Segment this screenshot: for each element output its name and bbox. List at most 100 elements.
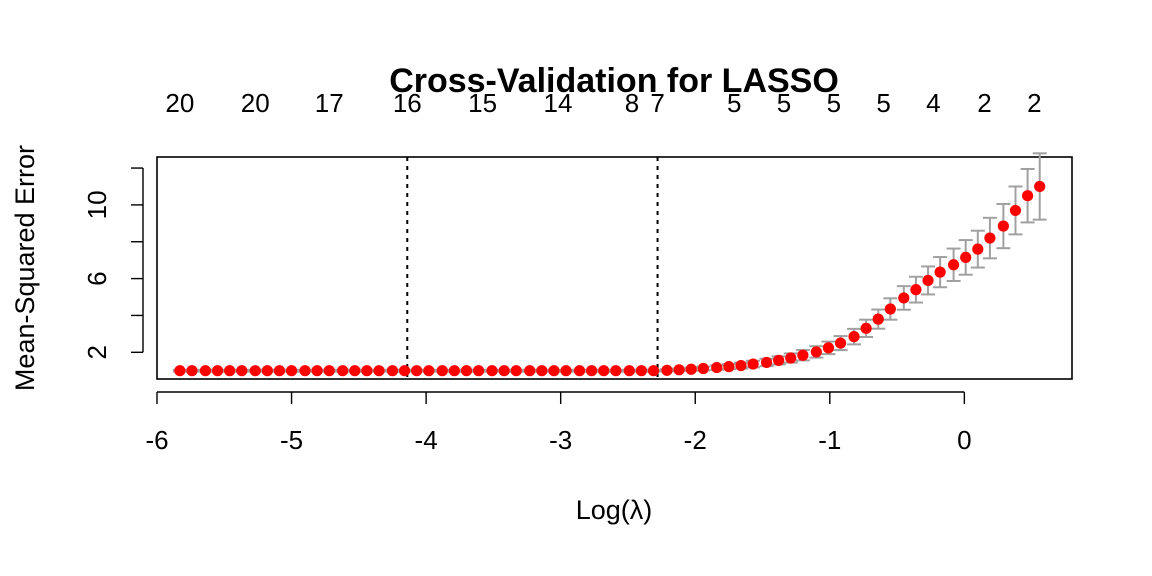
mse-point	[299, 365, 311, 377]
mse-point	[573, 365, 586, 377]
mse-point	[536, 365, 548, 377]
top-axis-label: 2	[1027, 88, 1041, 118]
mse-point	[273, 365, 286, 377]
mse-point	[460, 365, 473, 377]
mse-point	[337, 365, 349, 377]
x-tick-label: -4	[415, 425, 438, 455]
mse-points	[174, 180, 1046, 377]
mse-point	[934, 266, 946, 278]
mse-point	[249, 365, 261, 377]
top-axis-label: 17	[315, 88, 344, 118]
x-tick-label: -1	[818, 425, 841, 455]
mse-point	[1009, 204, 1022, 217]
mse-point	[984, 232, 996, 244]
mse-point	[723, 361, 735, 373]
mse-point	[510, 365, 522, 377]
mse-point	[910, 284, 922, 296]
mse-point	[822, 342, 835, 354]
mse-point	[735, 359, 747, 372]
top-axis-nonzero-counts: 20 20 17 16 15 14 8 7 5 5 5 5 4 2 2	[165, 88, 1041, 118]
mse-point	[373, 365, 385, 377]
y-tick-label: 10	[82, 190, 112, 219]
mse-point	[884, 303, 896, 315]
top-axis-label: 4	[926, 88, 940, 118]
top-axis-label: 20	[165, 88, 194, 118]
mse-point	[411, 365, 423, 377]
mse-point	[560, 365, 572, 377]
x-axis-label: Log(λ)	[576, 495, 653, 525]
mse-point	[436, 365, 448, 377]
mse-point	[635, 365, 648, 377]
mse-point	[797, 349, 809, 361]
mse-point	[199, 365, 212, 377]
mse-point	[747, 358, 759, 370]
mse-point	[423, 365, 435, 377]
top-axis-label: 8	[625, 88, 639, 118]
mse-point	[997, 220, 1009, 232]
mse-point	[398, 365, 411, 377]
mse-point	[386, 365, 399, 377]
mse-point	[947, 259, 960, 271]
mse-point	[598, 365, 610, 377]
mse-point	[697, 362, 709, 375]
y-tick-label: 2	[82, 345, 112, 359]
mse-point	[848, 331, 860, 343]
mse-point	[486, 365, 498, 377]
mse-point	[872, 313, 884, 325]
mse-point	[673, 364, 685, 376]
top-axis-label: 15	[468, 88, 497, 118]
x-tick-label: -5	[280, 425, 303, 455]
top-axis-label: 5	[827, 88, 841, 118]
mse-point	[236, 365, 248, 377]
top-axis-label: 5	[777, 88, 791, 118]
y-tick-label: 6	[82, 271, 112, 285]
y-axis-label: Mean-Squared Error	[10, 145, 40, 391]
mse-point	[685, 363, 697, 375]
mse-point	[349, 365, 361, 377]
mse-point	[623, 365, 635, 377]
plot-frame	[156, 156, 1073, 380]
top-axis-label: 5	[876, 88, 890, 118]
x-axis: -6 -5 -4 -3 -2 -1 0	[145, 391, 972, 455]
mse-point	[174, 365, 186, 377]
top-axis-label: 7	[650, 88, 664, 118]
top-axis-label: 2	[977, 88, 991, 118]
mse-point	[472, 365, 485, 377]
mse-point	[524, 365, 536, 377]
y-axis: 2 6 10	[82, 167, 144, 360]
mse-point	[711, 361, 723, 374]
mse-point	[311, 365, 323, 377]
mse-point	[773, 354, 785, 366]
reference-lines	[406, 157, 659, 379]
error-bars	[172, 152, 1047, 373]
chart-title: Cross-Validation for LASSO	[389, 62, 839, 100]
mse-point	[647, 365, 660, 377]
mse-point	[224, 365, 236, 377]
mse-point	[448, 365, 460, 377]
mse-point	[498, 365, 510, 377]
top-axis-label: 20	[241, 88, 270, 118]
mse-point	[785, 352, 797, 364]
mse-point	[922, 274, 934, 287]
mse-point	[972, 243, 984, 255]
mse-point	[548, 365, 560, 377]
mse-point	[760, 356, 773, 369]
top-axis-label: 5	[727, 88, 741, 118]
x-tick-label: 0	[957, 425, 971, 455]
mse-point	[361, 365, 373, 377]
mse-point	[860, 322, 872, 334]
mse-point	[586, 365, 598, 377]
top-axis-label: 14	[544, 88, 573, 118]
mse-point	[661, 364, 673, 376]
x-tick-label: -3	[549, 425, 572, 455]
mse-point	[1034, 180, 1046, 193]
mse-point	[898, 292, 910, 304]
mse-point	[960, 251, 972, 264]
top-axis-label: 16	[393, 88, 422, 118]
mse-point	[610, 365, 622, 377]
x-tick-label: -2	[684, 425, 707, 455]
mse-point	[261, 365, 273, 377]
mse-point	[211, 365, 224, 377]
mse-point	[810, 346, 822, 358]
